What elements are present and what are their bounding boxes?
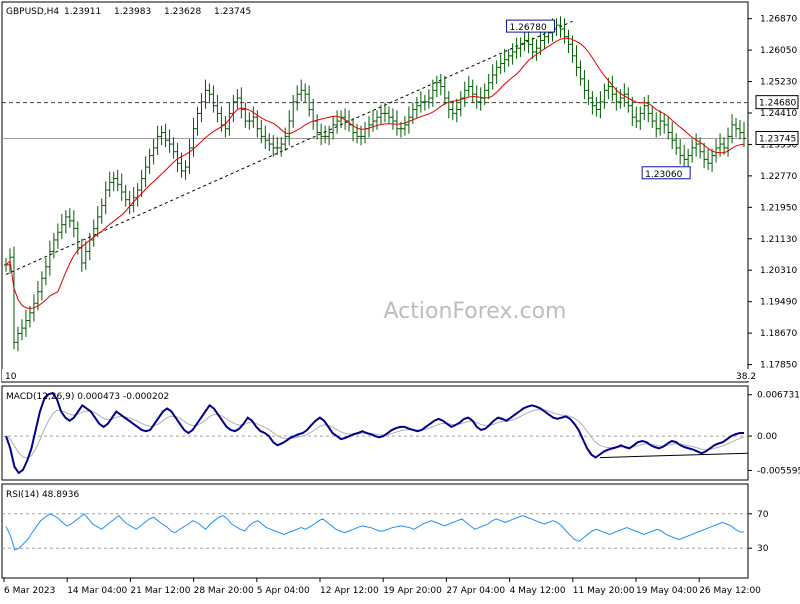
time-axis-label: 27 Apr 04:00	[446, 586, 505, 596]
price-axis-label: 1.19490	[760, 298, 797, 308]
rsi-line	[5, 513, 745, 551]
time-axis-label: 6 Mar 2023	[4, 586, 55, 596]
price-axis-label: 1.23590	[760, 140, 797, 150]
macd-label: MACD(12,26,9) 0.000473 -0.000202	[6, 392, 169, 402]
rsi-panel-frame	[1, 483, 749, 579]
watermark: ActionForex.com	[384, 299, 567, 324]
annotation-label: 1.26780	[510, 23, 547, 33]
annotation-label: 38.2	[736, 372, 756, 382]
price-axis-label: 1.21130	[760, 235, 797, 245]
symbol-label: GBPUSD,H4	[6, 7, 59, 17]
annotation-label: 10	[5, 372, 17, 382]
annotation-box	[733, 369, 763, 381]
macd-axis-label: -0.005595	[757, 466, 800, 476]
time-axis-label: 26 May 12:00	[699, 586, 761, 596]
time-axis-label: 19 Apr 20:00	[383, 586, 442, 596]
macd-panel-frame	[1, 385, 749, 481]
price-axis-label: 1.17850	[760, 361, 797, 371]
price-axis-label: 1.24410	[760, 109, 797, 119]
macd-axis-label: 0.006731	[757, 391, 800, 401]
annotation-box	[2, 369, 20, 381]
annotation-box	[641, 166, 691, 180]
ohlc-open: 1.23911	[64, 7, 101, 17]
macd-signal-line	[5, 409, 745, 459]
ohlc-low: 1.23628	[164, 7, 201, 17]
current-price-label: 1.23745	[759, 135, 796, 145]
price-axis-label: 1.22770	[760, 172, 797, 182]
time-axis-label: 14 Mar 04:00	[67, 586, 127, 596]
price-axis-label: 1.26050	[760, 46, 797, 56]
price-axis-label: 1.25230	[760, 78, 797, 88]
macd-axis-label: 0.00	[757, 432, 777, 442]
resistance-level-label: 1.24680	[759, 99, 796, 109]
rsi-axis-label: 70	[757, 510, 769, 520]
moving-average-line	[5, 37, 745, 309]
macd-line	[5, 391, 744, 475]
time-axis-label: 28 Mar 20:00	[194, 586, 254, 596]
time-axis-label: 11 May 20:00	[573, 586, 635, 596]
price-axis-label: 1.18670	[760, 329, 797, 339]
current-price-tag	[755, 131, 799, 146]
time-axis-label: 21 Mar 12:00	[130, 586, 190, 596]
price-axis-label: 1.20310	[760, 266, 797, 276]
ohlc-high: 1.23983	[114, 7, 151, 17]
time-axis-label: 19 May 04:00	[636, 586, 698, 596]
ohlc-close: 1.23745	[214, 7, 251, 17]
price-axis-label: 1.21950	[760, 203, 797, 213]
resistance-level-tag	[755, 95, 799, 110]
rsi-label: RSI(14) 48.8936	[6, 490, 79, 500]
main-panel-frame	[1, 1, 749, 383]
time-axis-label: 4 May 12:00	[510, 586, 566, 596]
macd-divergence-line	[599, 452, 749, 459]
time-axis-label: 5 Apr 04:00	[257, 586, 310, 596]
time-axis-label: 12 Apr 12:00	[320, 586, 379, 596]
annotation-label: 1.23060	[645, 170, 682, 180]
annotation-box	[506, 19, 556, 33]
price-axis-label: 1.26870	[760, 15, 797, 25]
rsi-axis-label: 30	[757, 544, 769, 554]
